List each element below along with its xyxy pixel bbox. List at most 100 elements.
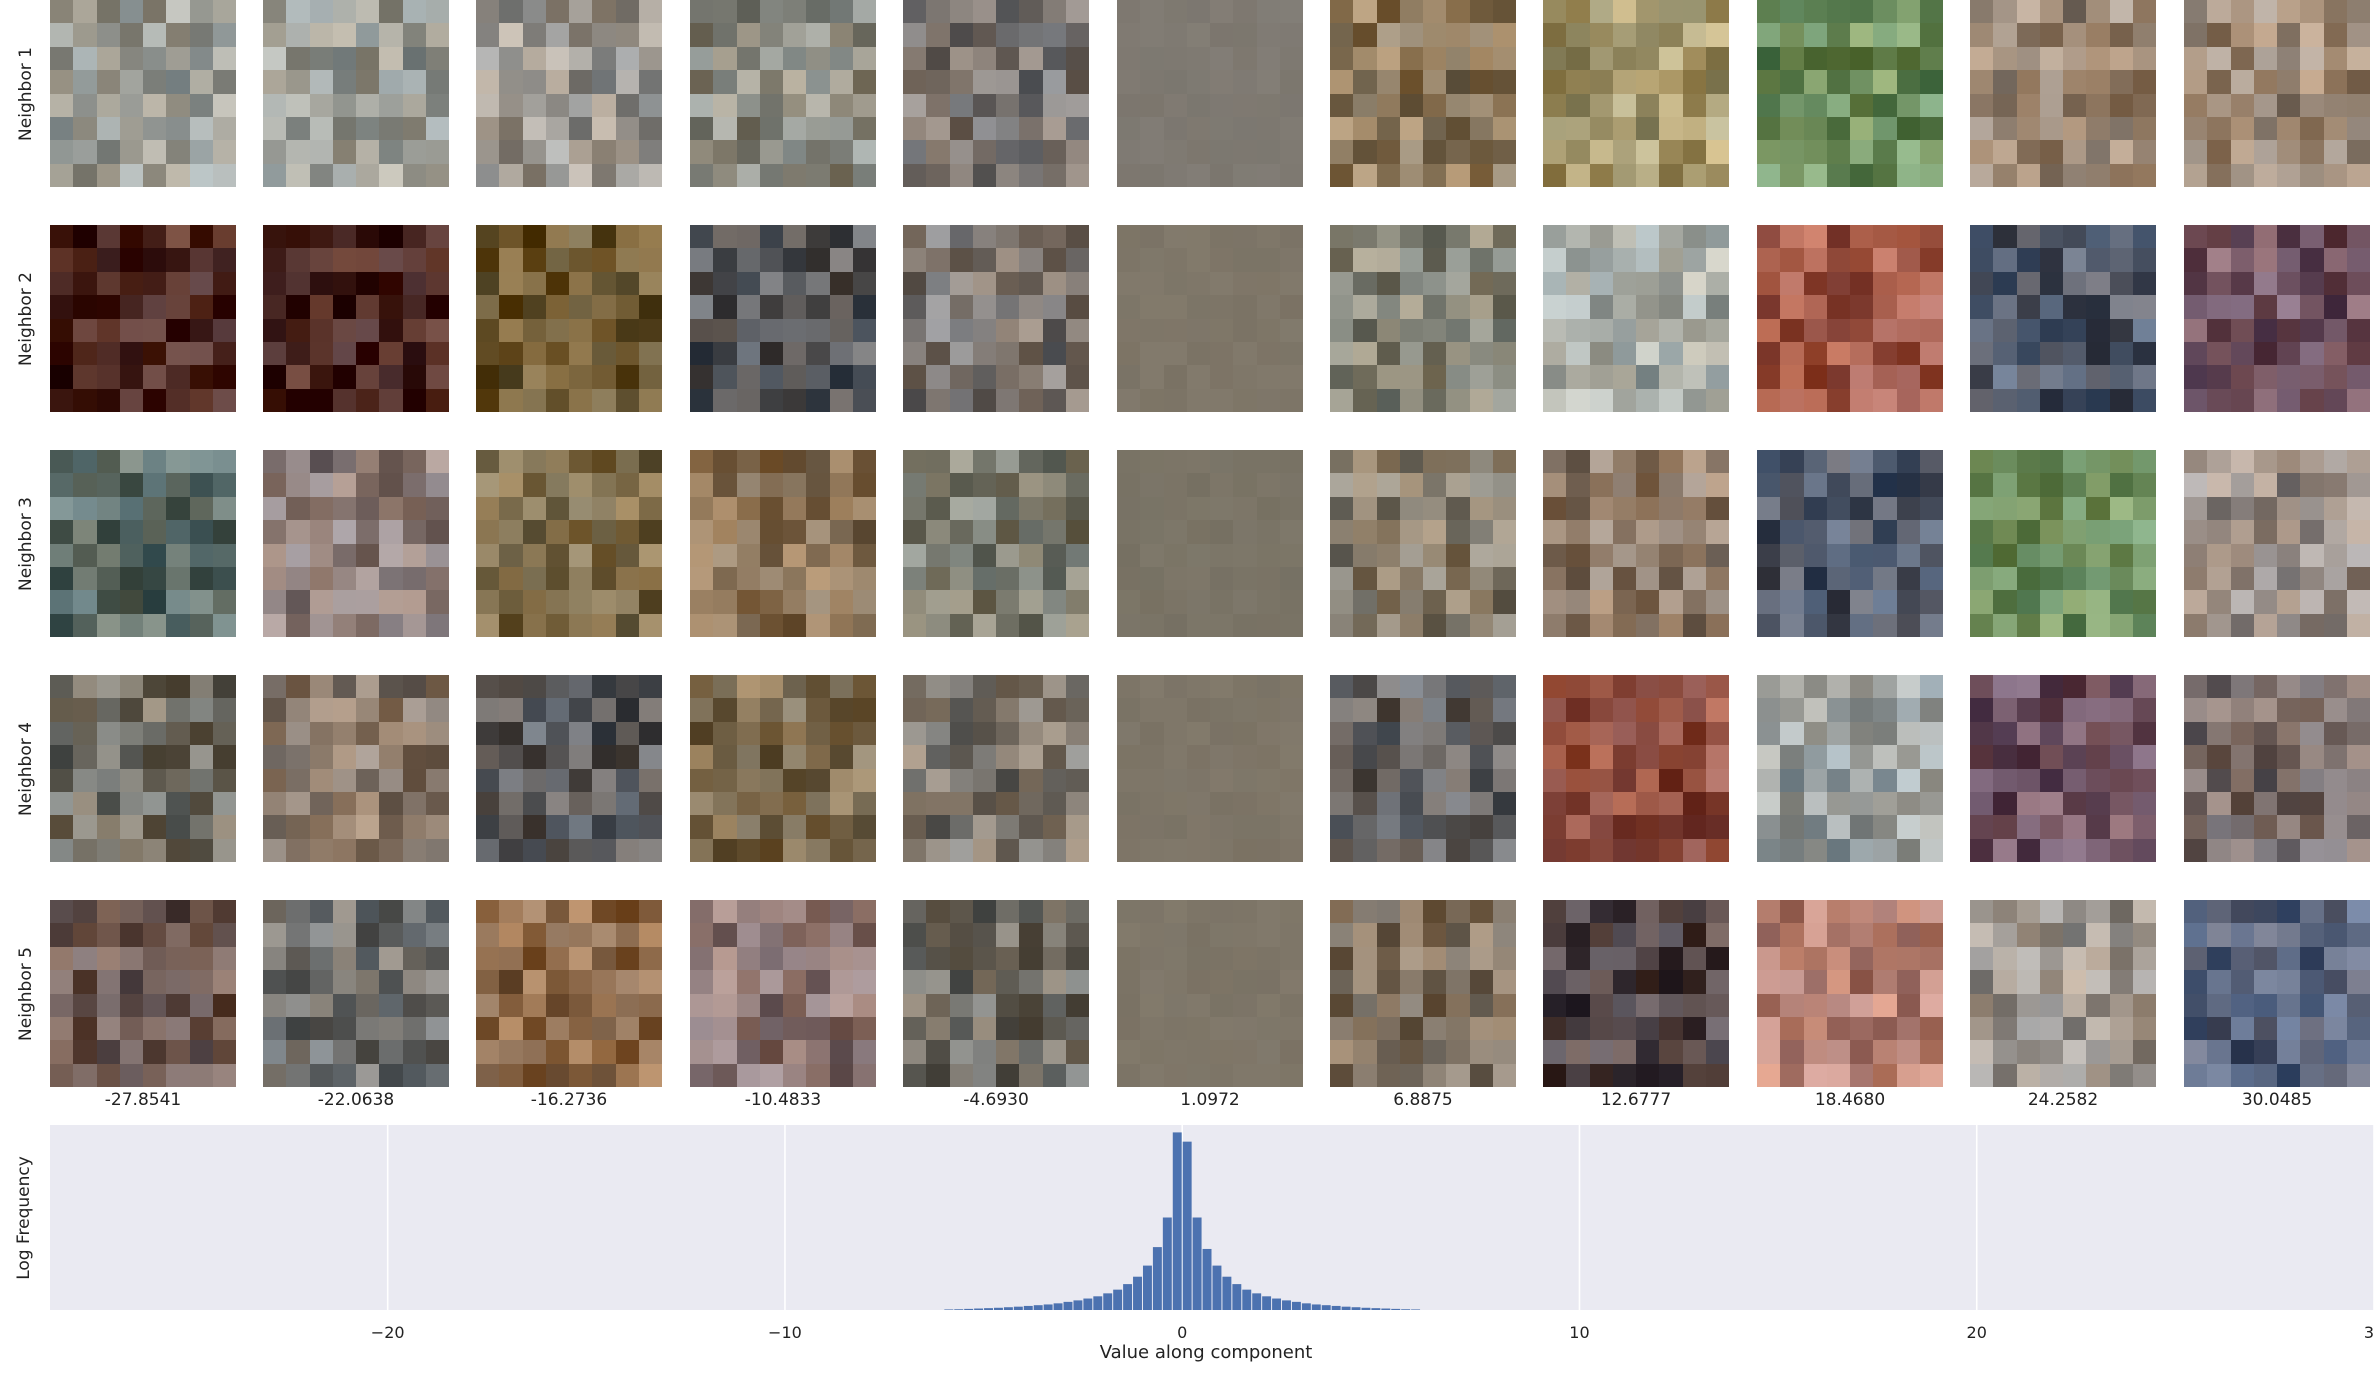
- neighbor-tile: [903, 225, 1089, 412]
- neighbor-tile: [1330, 675, 1516, 862]
- x-tick-label: 30: [2364, 1323, 2374, 1342]
- histogram-bar: [1341, 1306, 1351, 1310]
- neighbor-tile: [2184, 675, 2370, 862]
- histogram-bar: [1371, 1308, 1381, 1310]
- column-value-label: -16.2736: [530, 1090, 608, 1110]
- histogram-bar: [984, 1308, 994, 1310]
- row-label: Neighbor 2: [16, 271, 36, 366]
- histogram-bar: [1043, 1304, 1053, 1310]
- row-label: Neighbor 1: [16, 46, 36, 141]
- x-tick-label: −20: [371, 1323, 405, 1342]
- histogram-bar: [994, 1307, 1003, 1310]
- x-tick-label: −10: [768, 1323, 802, 1342]
- neighbor-tile: [1117, 675, 1303, 862]
- histogram-bars: [944, 1132, 1421, 1310]
- row-label: Neighbor 4: [16, 721, 36, 816]
- neighbor-tile: [263, 225, 449, 412]
- neighbor-tile: [2184, 225, 2370, 412]
- histogram-bar: [1123, 1284, 1133, 1310]
- neighbor-tile: [1970, 450, 2156, 637]
- neighbor-tile: [903, 0, 1089, 187]
- plot-background: [50, 1125, 2374, 1310]
- neighbor-tile: [476, 225, 662, 412]
- neighbor-tile: [1330, 450, 1516, 637]
- neighbor-tile: [1330, 0, 1516, 187]
- histogram-bar: [1003, 1307, 1013, 1310]
- row-label: Neighbor 5: [16, 946, 36, 1041]
- neighbor-tile: [1970, 675, 2156, 862]
- x-tick-label: 10: [1569, 1323, 1589, 1342]
- neighbor-tile: [1970, 225, 2156, 412]
- histogram-bar: [1411, 1309, 1421, 1310]
- neighbor-tile: [1757, 900, 1943, 1087]
- histogram-bar: [1142, 1265, 1152, 1310]
- neighbor-tile: [1757, 675, 1943, 862]
- neighbor-tile: [1757, 0, 1943, 187]
- histogram-bar: [1272, 1298, 1282, 1310]
- neighbor-tile: [50, 675, 236, 862]
- neighbor-tile: [1117, 0, 1303, 187]
- histogram-bar: [1282, 1300, 1291, 1310]
- histogram-bar: [1242, 1289, 1252, 1310]
- histogram-bar: [1113, 1289, 1123, 1310]
- histogram-bar: [1063, 1301, 1073, 1310]
- y-axis-label: Log Frequency: [14, 1156, 34, 1280]
- histogram-bar: [1262, 1296, 1272, 1310]
- neighbor-tile: [263, 450, 449, 637]
- neighbor-tile: [2184, 0, 2370, 187]
- neighbor-grid: Neighbor 1 Neighbor 2 Neighbor 3 Neighbor 4…: [16, 0, 2370, 1110]
- histogram-bar: [1013, 1306, 1023, 1310]
- histogram-bar: [1321, 1305, 1331, 1310]
- x-tick-label: 0: [1177, 1323, 1187, 1342]
- histogram-bar: [1093, 1296, 1103, 1310]
- histogram-bar: [1311, 1304, 1321, 1310]
- histogram-bar: [964, 1308, 974, 1310]
- histogram-chart: −20 −10 0 10 20 30 Value along component Log …: [14, 1125, 2374, 1363]
- neighbor-tile: [50, 450, 236, 637]
- neighbor-tile: [903, 450, 1089, 637]
- neighbor-tile: [1970, 0, 2156, 187]
- neighbor-tile: [263, 900, 449, 1087]
- neighbor-tile: [690, 0, 876, 187]
- neighbor-tile: [1330, 225, 1516, 412]
- neighbor-tile: [50, 900, 236, 1087]
- neighbor-tile: [690, 900, 876, 1087]
- neighbor-tile: [1117, 900, 1303, 1087]
- histogram-bar: [1182, 1141, 1192, 1310]
- x-tick-label: 20: [1967, 1323, 1987, 1342]
- histogram-bar: [1162, 1217, 1172, 1310]
- histogram-bar: [954, 1309, 964, 1310]
- neighbor-tile: [1117, 450, 1303, 637]
- neighbor-tile: [690, 675, 876, 862]
- x-tick-labels: −20 −10 0 10 20 30: [371, 1323, 2374, 1342]
- row-label: Neighbor 3: [16, 496, 36, 591]
- histogram-bar: [1172, 1132, 1182, 1310]
- column-value-label: 24.2582: [2027, 1090, 2099, 1110]
- neighbor-tile: [2184, 900, 2370, 1087]
- neighbor-tile: [476, 0, 662, 187]
- neighbor-tile: [476, 675, 662, 862]
- neighbor-tile: [1117, 225, 1303, 412]
- histogram-bar: [1222, 1276, 1232, 1310]
- histogram-bar: [1152, 1247, 1162, 1310]
- column-value-label: -4.6930: [963, 1090, 1029, 1110]
- neighbor-tile: [263, 675, 449, 862]
- histogram-bar: [1351, 1307, 1361, 1310]
- histogram-bar: [1301, 1303, 1311, 1310]
- histogram-bar: [1252, 1293, 1262, 1310]
- neighbor-tile: [476, 900, 662, 1087]
- neighbor-tile: [690, 450, 876, 637]
- histogram-bar: [1331, 1305, 1341, 1310]
- neighbor-tile: [2184, 450, 2370, 637]
- neighbor-tile: [1543, 0, 1729, 187]
- neighbor-tile: [1543, 450, 1729, 637]
- neighbor-tile: [263, 0, 449, 187]
- column-value-label: 6.8875: [1393, 1090, 1453, 1110]
- neighbor-tile: [903, 900, 1089, 1087]
- x-axis-label: Value along component: [1100, 1342, 1313, 1363]
- neighbor-tile: [903, 675, 1089, 862]
- histogram-bar: [1381, 1308, 1391, 1310]
- histogram-bar: [1192, 1217, 1202, 1310]
- histogram-bar: [974, 1308, 984, 1310]
- neighbor-tile: [1543, 225, 1729, 412]
